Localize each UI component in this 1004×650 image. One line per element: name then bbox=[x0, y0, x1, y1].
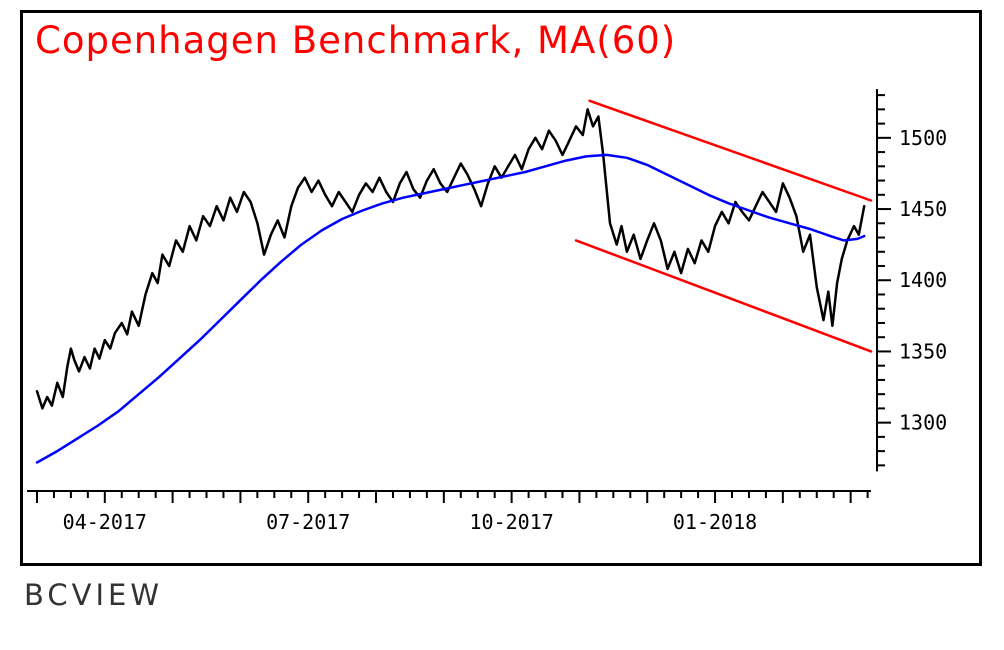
series-upper-trendline bbox=[588, 99, 873, 202]
y-tick-label: 1350 bbox=[899, 339, 947, 363]
series-copenhagen-benchmark-price bbox=[35, 108, 866, 410]
series-ma-60 bbox=[35, 153, 866, 464]
y-tick-label: 1450 bbox=[899, 197, 947, 221]
series-lower-trendline bbox=[574, 239, 873, 353]
x-tick-label: 10-2017 bbox=[469, 510, 553, 534]
y-tick-label: 1500 bbox=[899, 126, 947, 150]
chart-frame: Copenhagen Benchmark, MA(60) 04-2017 07-2… bbox=[20, 10, 982, 566]
chart-title: Copenhagen Benchmark, MA(60) bbox=[35, 19, 677, 62]
watermark-bcview: BCVIEW bbox=[24, 578, 164, 612]
y-tick-label: 1300 bbox=[899, 411, 947, 435]
x-tick-label: 07-2017 bbox=[266, 510, 350, 534]
x-tick-label: 01-2018 bbox=[673, 510, 757, 534]
y-tick-label: 1400 bbox=[899, 268, 947, 292]
chart-plot: 04-2017 07-2017 10-2017 01-2018 1300 1350 1400… bbox=[27, 89, 947, 534]
x-tick-label: 04-2017 bbox=[63, 510, 147, 534]
